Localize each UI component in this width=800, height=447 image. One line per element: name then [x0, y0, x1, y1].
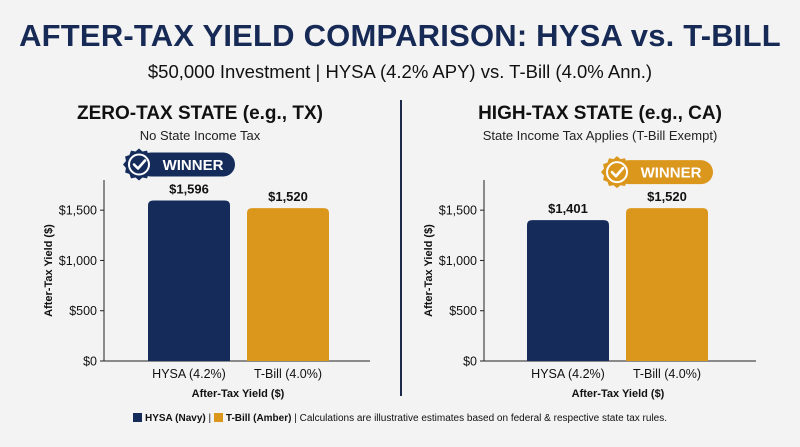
left-winner-label: WINNER [163, 157, 224, 174]
right-checkmark-icon [610, 166, 625, 178]
left-value-label: $1,596 [169, 182, 209, 197]
left-panel-subtitle: No State Income Tax [139, 128, 261, 143]
legend-label-hysa: HYSA (Navy) [144, 413, 206, 424]
legend-separator: | [205, 413, 214, 424]
left-y-tick-label: $500 [69, 304, 97, 318]
page-subtitle: $50,000 Investment | HYSA (4.2% APY) vs.… [147, 61, 653, 82]
left-winner-seal-ring [128, 153, 150, 176]
right-panel-header: HIGH-TAX STATE (e.g., CA) State Income T… [410, 103, 790, 143]
right-y-tick-label: $500 [449, 304, 477, 318]
right-value-label: $1,520 [647, 189, 687, 204]
left-bar-tbill [247, 208, 329, 361]
left-x-axis-title: After-Tax Yield ($) [192, 388, 285, 400]
left-y-tick-label: $1,500 [59, 204, 97, 218]
footer-legend: HYSA (Navy) | T-Bill (Amber) | Calculati… [0, 413, 800, 424]
right-category-label: T-Bill (4.0%) [633, 367, 701, 381]
right-winner-badge: WINNER [601, 156, 713, 189]
page-title: AFTER-TAX YIELD COMPARISON: HYSA vs. T-B… [19, 18, 781, 53]
left-category-label: HYSA (4.2%) [152, 367, 226, 381]
legend-swatch-hysa [132, 413, 142, 422]
legend-label-tbill: T-Bill (Amber) [225, 413, 292, 424]
left-value-label: $1,520 [268, 189, 308, 204]
right-panel-title: HIGH-TAX STATE (e.g., CA) [478, 103, 722, 124]
footer-note: | Calculations are illustrative estimate… [291, 413, 668, 424]
left-winner-seal-icon [123, 148, 155, 181]
right-y-tick-label: $1,500 [439, 204, 477, 218]
right-y-tick-label: $0 [463, 355, 477, 369]
right-y-tick-label: $1,000 [439, 254, 477, 268]
left-panel-title: ZERO-TAX STATE (e.g., TX) [77, 103, 323, 124]
left-category-label: T-Bill (4.0%) [254, 367, 322, 381]
right-value-label: $1,401 [548, 201, 588, 216]
left-winner-badge: WINNER [123, 148, 235, 181]
left-panel-header: ZERO-TAX STATE (e.g., TX) No State Incom… [10, 103, 390, 143]
right-bar-hysa [527, 220, 609, 361]
left-y-axis-title: After-Tax Yield ($) [43, 224, 55, 317]
right-winner-badge-bg [617, 160, 713, 185]
right-x-axis-title: After-Tax Yield ($) [572, 388, 665, 400]
right-winner-seal-ring [606, 161, 628, 184]
legend-swatch-tbill [213, 413, 223, 422]
left-y-tick-label: $1,000 [59, 254, 97, 268]
right-bar-tbill [626, 208, 708, 361]
left-winner-badge-bg [139, 152, 235, 177]
left-y-tick-label: $0 [83, 355, 97, 369]
left-bar-chart: $0 $500 $1,000 $1,500 After-Tax Yield ($) $1,… [43, 148, 370, 400]
left-bar-hysa [148, 200, 230, 361]
right-y-axis-title: After-Tax Yield ($) [423, 224, 435, 317]
right-winner-label: WINNER [641, 165, 702, 182]
right-winner-seal-icon [601, 156, 633, 189]
right-category-label: HYSA (4.2%) [531, 367, 605, 381]
left-checkmark-icon [132, 159, 147, 170]
right-panel-subtitle: State Income Tax Applies (T-Bill Exempt) [482, 128, 718, 143]
panel-divider [400, 100, 402, 396]
